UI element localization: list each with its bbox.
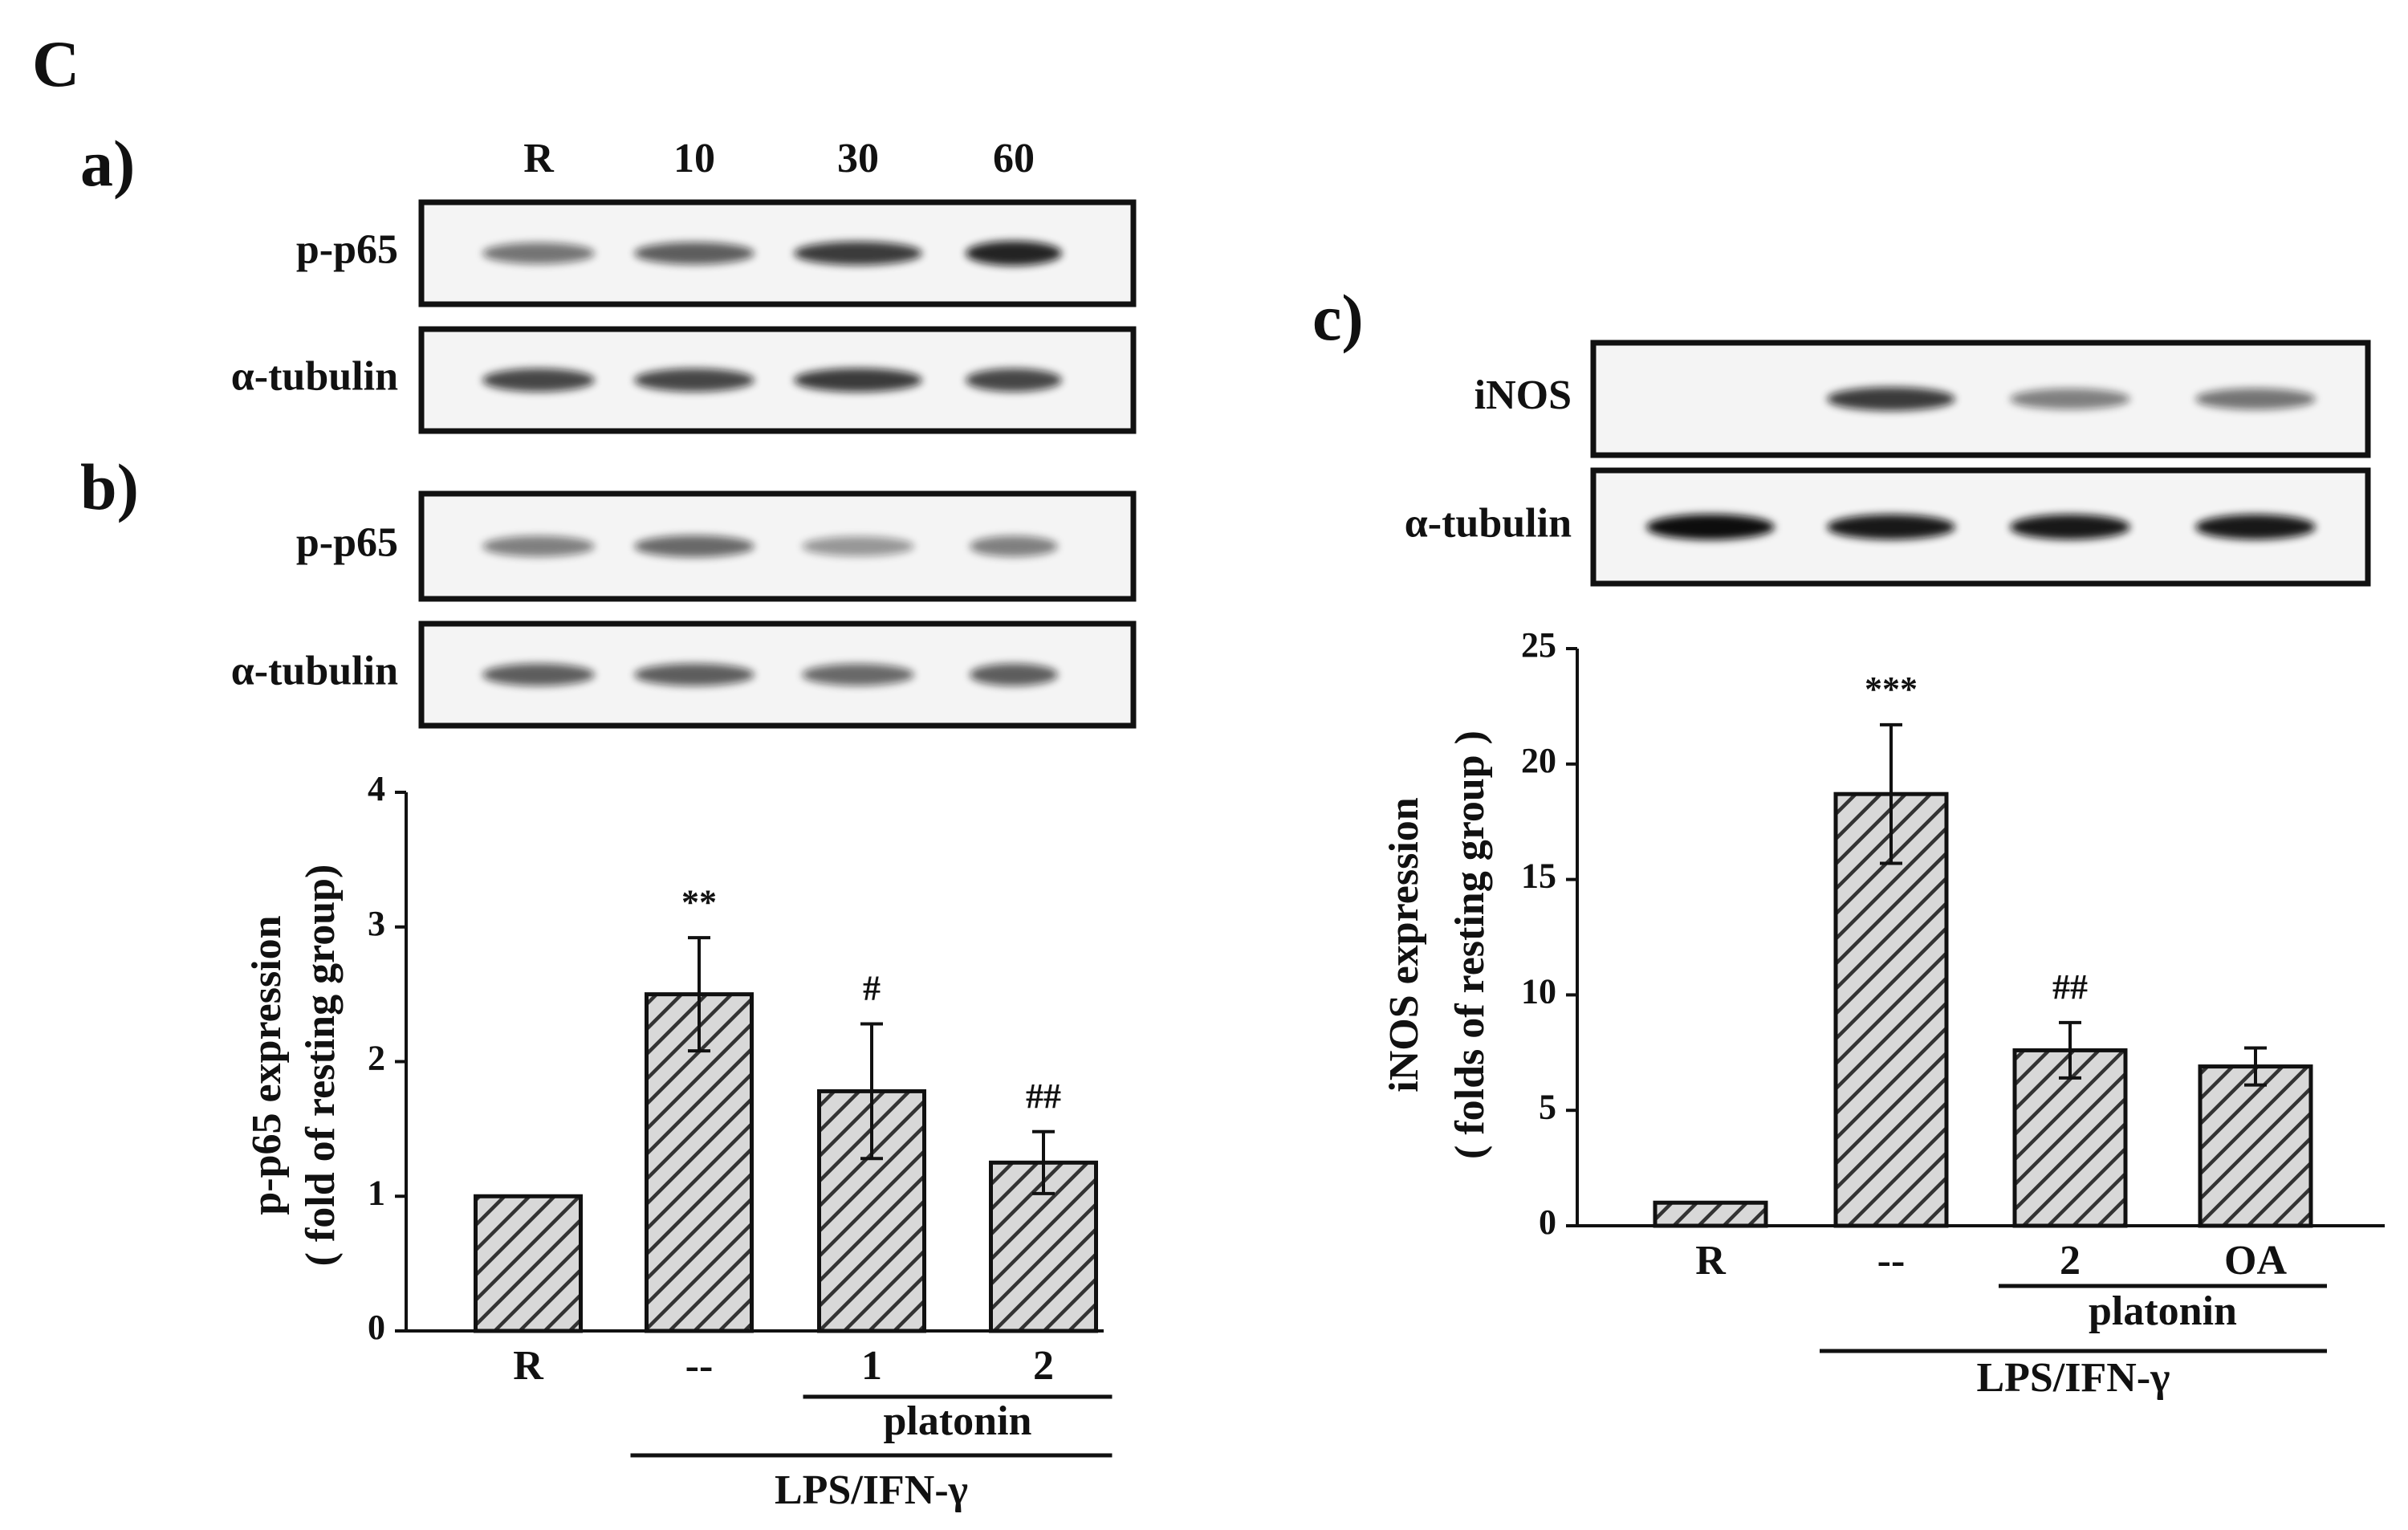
y-tick-label: 5 — [1539, 1087, 1556, 1126]
blot-label: b) — [80, 450, 139, 523]
y-tick-label: 20 — [1521, 741, 1556, 780]
y-axis-label: ( fold of resting group) — [298, 865, 344, 1267]
significance: ## — [1026, 1076, 1061, 1116]
lane-label: 10 — [673, 136, 715, 181]
band — [966, 241, 1062, 266]
band — [794, 368, 922, 393]
bar — [2198, 1064, 2313, 1228]
y-tick-label: 1 — [368, 1173, 385, 1212]
band — [1827, 514, 1955, 540]
band — [970, 663, 1058, 686]
error-bar — [688, 936, 710, 1053]
x-tick-label: 2 — [2060, 1238, 2081, 1284]
lane-label: R — [523, 136, 555, 181]
significance: ** — [681, 882, 717, 922]
y-tick-label: 0 — [1539, 1202, 1556, 1242]
band — [634, 368, 755, 392]
y-tick-label: 3 — [368, 904, 385, 943]
blot-row-label: α-tubulin — [231, 648, 398, 694]
band — [2010, 389, 2130, 409]
lane-label: 30 — [837, 136, 879, 181]
band — [2010, 514, 2130, 540]
band — [802, 536, 914, 556]
x-tick-label: 1 — [861, 1343, 882, 1389]
blot-label: c) — [1312, 281, 1364, 354]
band — [482, 242, 595, 264]
bar — [645, 992, 754, 1333]
error-bar — [2244, 1046, 2267, 1087]
error-bar — [860, 1022, 883, 1161]
lane-label: 60 — [993, 136, 1035, 181]
band — [966, 368, 1062, 392]
x-tick-label: R — [1695, 1238, 1727, 1284]
x-tick-label: R — [513, 1343, 544, 1389]
significance: *** — [1865, 669, 1918, 709]
y-axis-label: ( folds of resting group ) — [1447, 730, 1493, 1159]
blot-row-label: iNOS — [1474, 372, 1572, 418]
bar — [817, 1088, 926, 1333]
bar — [1653, 1200, 1768, 1228]
bar — [1833, 791, 1949, 1228]
blot-row-label: p-p65 — [296, 519, 398, 565]
group-label: platonin — [2089, 1288, 2237, 1334]
group-label: LPS/IFN-γ — [1976, 1355, 2170, 1401]
blot-row-label: α-tubulin — [1405, 500, 1572, 546]
x-tick-label: -- — [685, 1343, 714, 1389]
error-bar — [2059, 1020, 2081, 1080]
x-tick-label: -- — [1877, 1238, 1906, 1284]
band — [482, 663, 595, 686]
bar — [474, 1194, 583, 1333]
y-axis-label: iNOS expression — [1381, 797, 1427, 1093]
band — [802, 663, 914, 686]
y-axis-label: p-p65 expression — [244, 915, 290, 1215]
band — [970, 535, 1058, 557]
band — [634, 663, 755, 686]
x-tick-label: 2 — [1033, 1343, 1054, 1389]
significance: ## — [2052, 967, 2088, 1007]
y-tick-label: 10 — [1521, 971, 1556, 1011]
y-tick-label: 2 — [368, 1039, 385, 1078]
band — [634, 535, 755, 558]
error-bar — [1880, 722, 1902, 865]
band — [1646, 514, 1775, 540]
band — [482, 368, 595, 392]
band — [794, 241, 922, 266]
y-tick-label: 25 — [1521, 625, 1556, 665]
blot-label: a) — [80, 127, 135, 200]
x-tick-label: OA — [2224, 1238, 2287, 1284]
blot-row-label: α-tubulin — [231, 353, 398, 399]
blot-row-label: p-p65 — [296, 226, 398, 272]
y-tick-label: 0 — [368, 1308, 385, 1347]
y-tick-label: 4 — [368, 769, 385, 808]
group-label: LPS/IFN-γ — [775, 1467, 968, 1513]
band — [2195, 514, 2316, 540]
significance: # — [863, 969, 881, 1008]
y-tick-label: 15 — [1521, 857, 1556, 896]
band — [1827, 387, 1955, 411]
band — [482, 535, 595, 557]
error-bar — [1032, 1129, 1055, 1195]
group-label: platonin — [884, 1398, 1032, 1444]
band — [2195, 388, 2316, 410]
panel-label: C — [32, 27, 79, 100]
band — [634, 242, 755, 265]
